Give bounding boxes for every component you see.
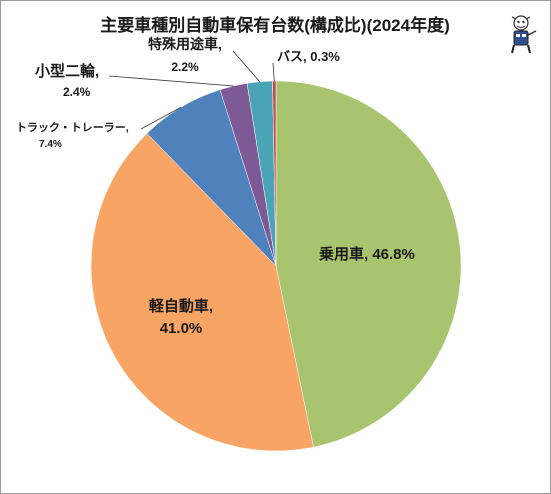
leader-line — [232, 50, 261, 82]
slice-label: 乗用車, 46.8% — [319, 245, 415, 263]
pie-slice — [90, 133, 314, 452]
mascot-icon — [511, 15, 537, 54]
leader-line — [108, 75, 234, 87]
slice-label: バス, 0.3% — [277, 49, 340, 64]
leader-line — [272, 62, 275, 82]
leader-line — [140, 106, 182, 130]
slice-value-label: 41.0% — [160, 320, 203, 337]
slice-category-label: トラック・トレーラー, — [16, 121, 129, 134]
slice-category-label: 特殊用途車, — [148, 36, 222, 52]
slice-category-label: 軽自動車, — [149, 297, 213, 315]
slices-layer — [90, 80, 462, 452]
slice-value-label: 7.4% — [39, 139, 62, 150]
leader-lines-layer — [108, 50, 275, 130]
pie-slice — [275, 80, 462, 448]
data-labels-layer: 乗用車, 46.8% 軽自動車, 41.0% トラック・トレーラー, 7.4% 小型二輪,… — [16, 36, 415, 337]
slice-value-label: 2.2% — [171, 60, 199, 74]
chart-title: 主要車種別自動車保有台数(構成比)(2024年度) — [100, 15, 449, 35]
pie-slice — [272, 80, 277, 267]
slice-category-label: 小型二輪, — [35, 62, 99, 80]
slice-value-label: 2.4% — [63, 85, 91, 99]
